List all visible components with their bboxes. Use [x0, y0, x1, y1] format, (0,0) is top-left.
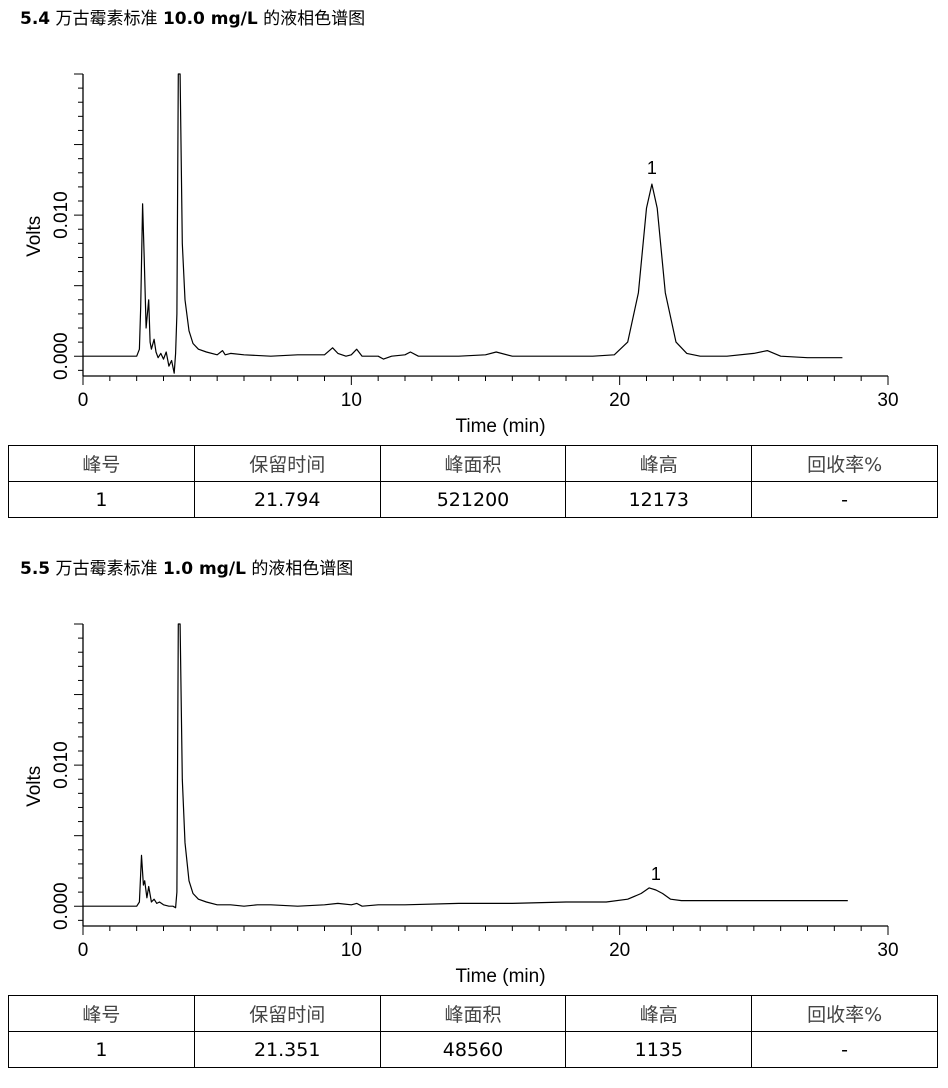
cell-peak-height: 12173 — [565, 481, 753, 518]
section-title-text: 万古霉素标准 — [55, 559, 158, 579]
y-tick-label: 0.010 — [51, 741, 72, 789]
x-tick-label: 10 — [341, 940, 362, 961]
table-header-row: 峰号 保留时间 峰面积 峰高 回收率% — [8, 995, 938, 1032]
x-tick-label: 0 — [78, 940, 89, 961]
section-number: 5.4 — [20, 9, 51, 29]
section-title-2: 5.5 万古霉素标准 1.0 mg/L 的液相色谱图 — [20, 558, 353, 580]
header-recovery: 回收率% — [751, 445, 938, 482]
section-concentration: 1.0 mg/L — [162, 559, 246, 579]
cell-recovery: - — [751, 481, 938, 518]
header-peak-height: 峰高 — [565, 445, 753, 482]
x-tick-label: 20 — [609, 390, 630, 411]
cell-recovery: - — [751, 1031, 938, 1068]
section-title-suffix: 的液相色谱图 — [263, 9, 366, 29]
x-axis-label: Time (min) — [455, 966, 545, 987]
x-tick-label: 30 — [877, 940, 898, 961]
results-table-1: 峰号 保留时间 峰面积 峰高 回收率% 1 21.794 521200 1217… — [8, 445, 938, 518]
cell-peak-area: 521200 — [379, 481, 567, 518]
header-retention-time: 保留时间 — [193, 445, 381, 482]
section-title-suffix: 的液相色谱图 — [251, 559, 354, 579]
section-number: 5.5 — [20, 559, 51, 579]
section-concentration: 10.0 mg/L — [162, 9, 258, 29]
header-peak-area: 峰面积 — [379, 445, 567, 482]
x-tick-label: 10 — [341, 390, 362, 411]
chromatogram-trace — [83, 623, 848, 909]
cell-peak-area: 48560 — [379, 1031, 567, 1068]
section-title-1: 5.4 万古霉素标准 10.0 mg/L 的液相色谱图 — [20, 8, 365, 30]
cell-peak-number: 1 — [8, 481, 195, 518]
table-row: 1 21.794 521200 12173 - — [8, 481, 938, 518]
x-tick-label: 20 — [609, 940, 630, 961]
y-axis-label: Volts — [24, 766, 45, 807]
chromatogram-chart-2: 0 10 20 30 0.000 0.010 Time (min) Volts 1 — [24, 623, 899, 987]
header-peak-height: 峰高 — [565, 995, 753, 1032]
cell-peak-height: 1135 — [565, 1031, 753, 1068]
header-recovery: 回收率% — [751, 995, 938, 1032]
peak-label: 1 — [647, 158, 657, 178]
header-peak-number: 峰号 — [8, 445, 195, 482]
header-peak-number: 峰号 — [8, 995, 195, 1032]
chromatogram-trace — [83, 73, 843, 374]
x-tick-label: 30 — [877, 390, 898, 411]
y-tick-label: 0.010 — [51, 191, 72, 239]
table-row: 1 21.351 48560 1135 - — [8, 1031, 938, 1068]
cell-retention-time: 21.351 — [193, 1031, 381, 1068]
cell-retention-time: 21.794 — [193, 481, 381, 518]
cell-peak-number: 1 — [8, 1031, 195, 1068]
y-axis-label: Volts — [24, 216, 45, 257]
results-table-2: 峰号 保留时间 峰面积 峰高 回收率% 1 21.351 48560 1135 … — [8, 995, 938, 1068]
header-peak-area: 峰面积 — [379, 995, 567, 1032]
x-axis-label: Time (min) — [455, 416, 545, 437]
section-title-text: 万古霉素标准 — [55, 9, 158, 29]
peak-label: 1 — [651, 864, 661, 884]
chromatogram-chart-1: 0 10 20 30 0.000 0.010 Time (min) Volts 1 — [24, 73, 899, 437]
table-header-row: 峰号 保留时间 峰面积 峰高 回收率% — [8, 445, 938, 482]
y-tick-label: 0.000 — [51, 882, 72, 930]
y-tick-label: 0.000 — [51, 332, 72, 380]
header-retention-time: 保留时间 — [193, 995, 381, 1032]
x-tick-label: 0 — [78, 390, 89, 411]
